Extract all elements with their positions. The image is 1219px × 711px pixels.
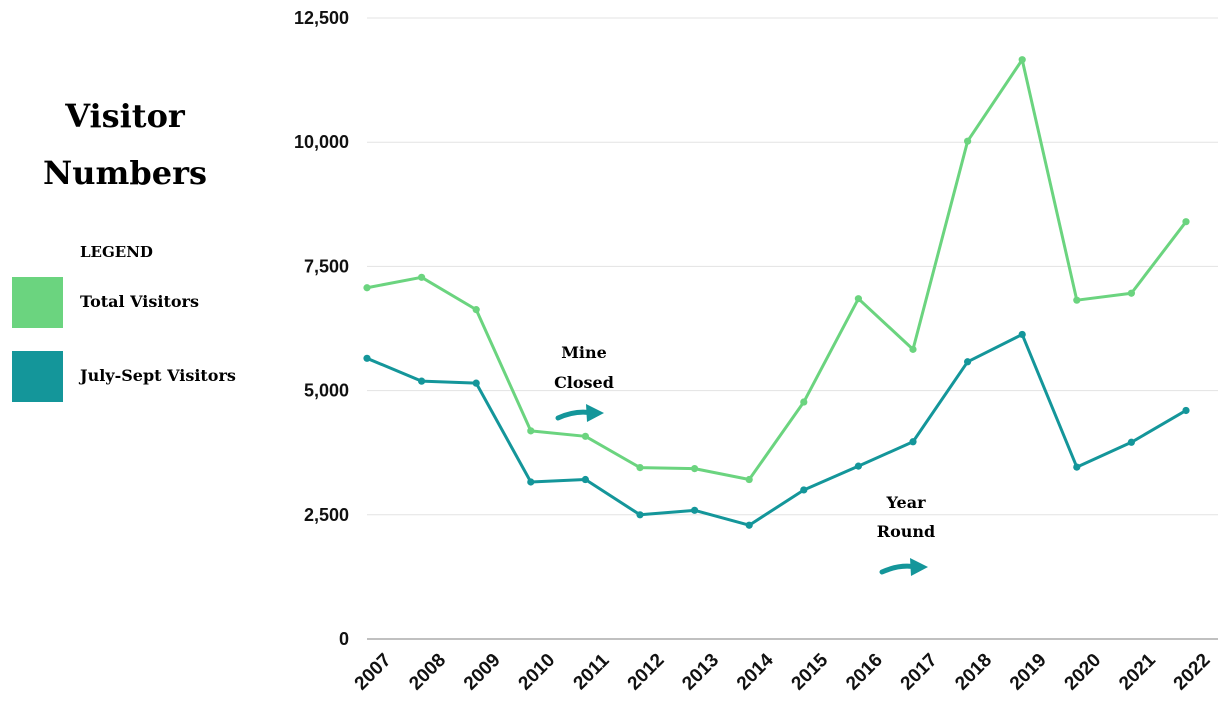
data-point-total-visitors-2012 <box>636 464 644 472</box>
x-tick-label-2019: 2019 <box>1006 650 1051 695</box>
data-point-total-visitors-2010 <box>527 427 535 435</box>
x-tick-label-2017: 2017 <box>897 650 942 695</box>
x-tick-label-2015: 2015 <box>788 649 833 694</box>
data-point-july-sept-visitors-2019 <box>1018 330 1026 339</box>
data-point-total-visitors-2013 <box>691 464 699 473</box>
data-point-july-sept-visitors-2010 <box>527 478 535 486</box>
annotation-2-line-2: Round <box>877 522 935 541</box>
data-point-july-sept-visitors-2008 <box>418 377 426 385</box>
data-point-july-sept-visitors-2016 <box>854 462 863 470</box>
data-point-july-sept-visitors-2013 <box>691 506 699 514</box>
x-tick-label-2011: 2011 <box>570 650 614 694</box>
y-tick-label-0: 0 <box>339 629 349 649</box>
chart-title: Visitor Numbers <box>0 88 250 202</box>
y-tick-label-12,500: 12,500 <box>294 8 349 28</box>
data-point-july-sept-visitors-2021 <box>1127 438 1135 446</box>
chart-title-line-2: Numbers <box>43 154 207 192</box>
y-tick-label-7,500: 7,500 <box>304 256 349 276</box>
series-line-total-visitors <box>365 58 1188 482</box>
data-point-total-visitors-2014 <box>745 475 753 484</box>
annotation-1-line-1: Mine <box>561 343 607 362</box>
x-tick-label-2016: 2016 <box>842 650 887 695</box>
data-point-total-visitors-2020 <box>1073 296 1081 304</box>
data-point-total-visitors-2017 <box>909 345 917 353</box>
annotation-1-line-2: Closed <box>554 373 614 392</box>
x-tick-label-2013: 2013 <box>678 650 723 695</box>
data-point-july-sept-visitors-2014 <box>745 521 753 529</box>
data-point-july-sept-visitors-2012 <box>636 511 644 519</box>
data-point-july-sept-visitors-2007 <box>363 354 371 362</box>
arrow-right-icon <box>879 558 928 576</box>
arrow-right-icon <box>555 404 604 422</box>
y-tick-label-10,000: 10,000 <box>294 132 349 152</box>
x-tick-label-2010: 2010 <box>515 650 560 695</box>
legend-swatch-total-visitors <box>12 277 63 328</box>
x-tick-label-2007: 2007 <box>351 650 396 695</box>
legend-item-total-visitors: Total Visitors <box>12 277 272 329</box>
x-tick-label-2014: 2014 <box>733 649 778 694</box>
annotation-2-line-1: Year <box>885 493 926 512</box>
x-tick-label-2008: 2008 <box>405 650 450 695</box>
data-point-total-visitors-2019 <box>1018 56 1026 64</box>
x-tick-label-2009: 2009 <box>460 650 505 695</box>
x-tick-label-2012: 2012 <box>624 650 669 695</box>
data-point-july-sept-visitors-2020 <box>1073 463 1081 471</box>
data-point-total-visitors-2007 <box>363 284 371 292</box>
x-tick-label-2022: 2022 <box>1170 650 1215 695</box>
data-point-total-visitors-2021 <box>1127 289 1135 297</box>
data-point-july-sept-visitors-2017 <box>909 438 917 446</box>
legend-label-july-sept-visitors: July-Sept Visitors <box>80 366 236 385</box>
data-point-total-visitors-2018 <box>964 137 972 145</box>
y-tick-label-2,500: 2,500 <box>304 505 349 525</box>
x-tick-label-2020: 2020 <box>1061 650 1106 695</box>
series-line-july-sept-visitors <box>365 332 1188 527</box>
data-point-total-visitors-2022 <box>1182 218 1190 226</box>
chart-title-line-1: Visitor <box>65 97 185 135</box>
data-point-total-visitors-2009 <box>472 306 480 314</box>
data-point-july-sept-visitors-2009 <box>472 379 480 387</box>
data-point-total-visitors-2016 <box>854 295 863 303</box>
data-point-total-visitors-2015 <box>800 398 808 406</box>
data-point-total-visitors-2008 <box>418 273 426 281</box>
data-point-july-sept-visitors-2018 <box>964 358 972 366</box>
y-tick-label-5,000: 5,000 <box>304 381 349 401</box>
data-point-july-sept-visitors-2011 <box>581 475 590 484</box>
legend-swatch-july-sept-visitors <box>12 351 63 402</box>
x-tick-label-2021: 2021 <box>1115 649 1160 694</box>
legend-item-july-sept-visitors: July-Sept Visitors <box>12 351 272 403</box>
data-point-july-sept-visitors-2015 <box>800 486 808 494</box>
x-tick-label-2018: 2018 <box>951 650 996 695</box>
legend-label-total-visitors: Total Visitors <box>80 292 199 311</box>
legend-heading: LEGEND <box>80 243 153 261</box>
data-point-total-visitors-2011 <box>581 432 590 440</box>
data-point-july-sept-visitors-2022 <box>1182 406 1190 415</box>
